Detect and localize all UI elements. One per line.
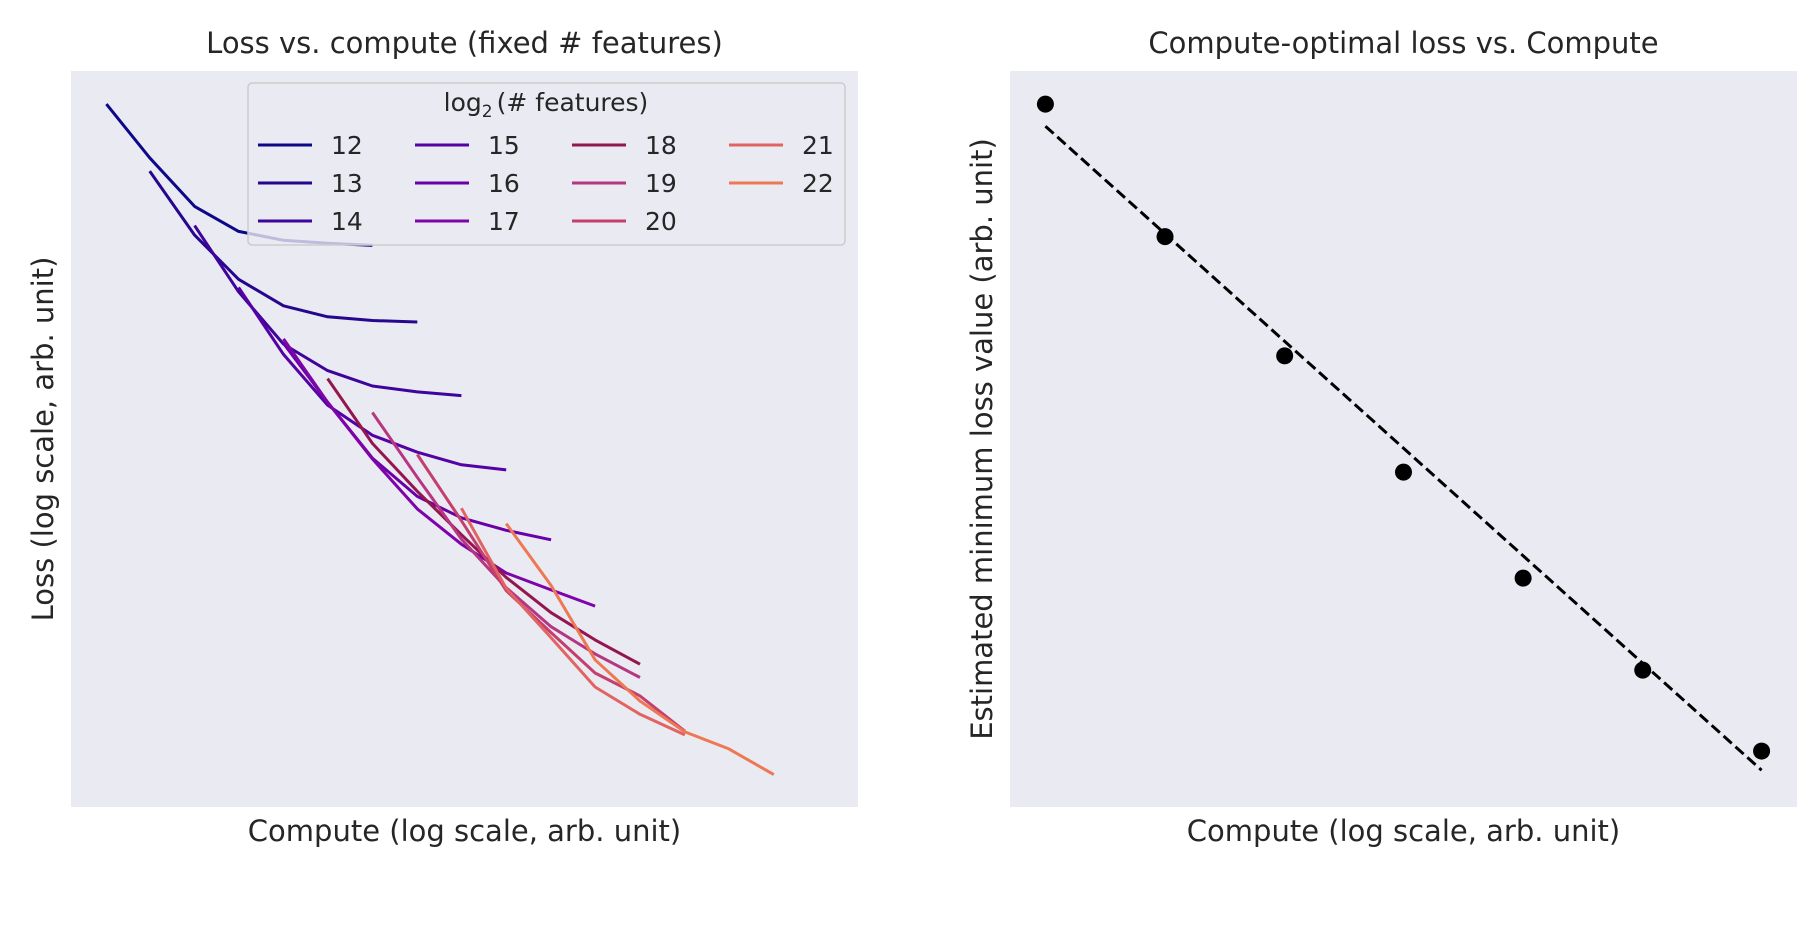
left-x-axis-label: Compute (log scale, arb. unit) — [248, 814, 681, 848]
series-line-15 — [237, 286, 507, 472]
data-point-3 — [1276, 347, 1294, 365]
legend-label-19: 19 — [645, 169, 677, 198]
series-line-20 — [416, 453, 686, 733]
right-scatter-points — [1036, 95, 1771, 760]
legend-title-subscript: 2 — [482, 102, 493, 122]
data-point-5 — [1514, 569, 1532, 587]
legend-label-17: 17 — [488, 207, 520, 236]
legend: log2 (# features) 12 13 14 15 16 17 18 19 20 21 22 — [247, 82, 846, 246]
legend-label-22: 22 — [802, 169, 834, 198]
left-series-lines — [105, 103, 775, 776]
legend-title-log: log — [444, 88, 482, 117]
legend-frame — [247, 82, 846, 246]
left-y-axis-label: Loss (log scale, arb. unit) — [26, 257, 60, 622]
right-x-axis-label: Compute (log scale, arb. unit) — [1187, 814, 1620, 848]
legend-label-18: 18 — [645, 131, 677, 160]
data-point-4 — [1395, 463, 1412, 481]
legend-label-14: 14 — [331, 207, 363, 236]
data-point-1 — [1036, 95, 1054, 113]
series-line-17 — [282, 338, 596, 608]
data-point-7 — [1753, 742, 1771, 760]
data-point-2 — [1156, 228, 1174, 246]
left-chart-title: Loss vs. compute (fixed # features) — [206, 26, 723, 60]
series-line-21 — [460, 507, 686, 737]
legend-label-15: 15 — [488, 131, 520, 160]
legend-label-21: 21 — [802, 131, 834, 160]
series-line-13 — [148, 170, 418, 324]
legend-label-20: 20 — [645, 207, 677, 236]
legend-label-13: 13 — [331, 169, 363, 198]
legend-label-12: 12 — [331, 131, 363, 160]
series-line-14 — [193, 224, 462, 398]
legend-label-16: 16 — [488, 169, 520, 198]
legend-title-rest: (# features) — [497, 88, 649, 117]
legend-title: log2 (# features) — [444, 88, 649, 122]
series-line-22 — [504, 522, 775, 776]
right-y-axis-label: Estimated minimum loss value (arb. unit) — [965, 138, 999, 740]
data-point-6 — [1634, 661, 1652, 679]
right-chart-title: Compute-optimal loss vs. Compute — [1148, 26, 1658, 60]
legend-items: 12 13 14 15 16 17 18 19 20 21 22 — [258, 131, 834, 236]
